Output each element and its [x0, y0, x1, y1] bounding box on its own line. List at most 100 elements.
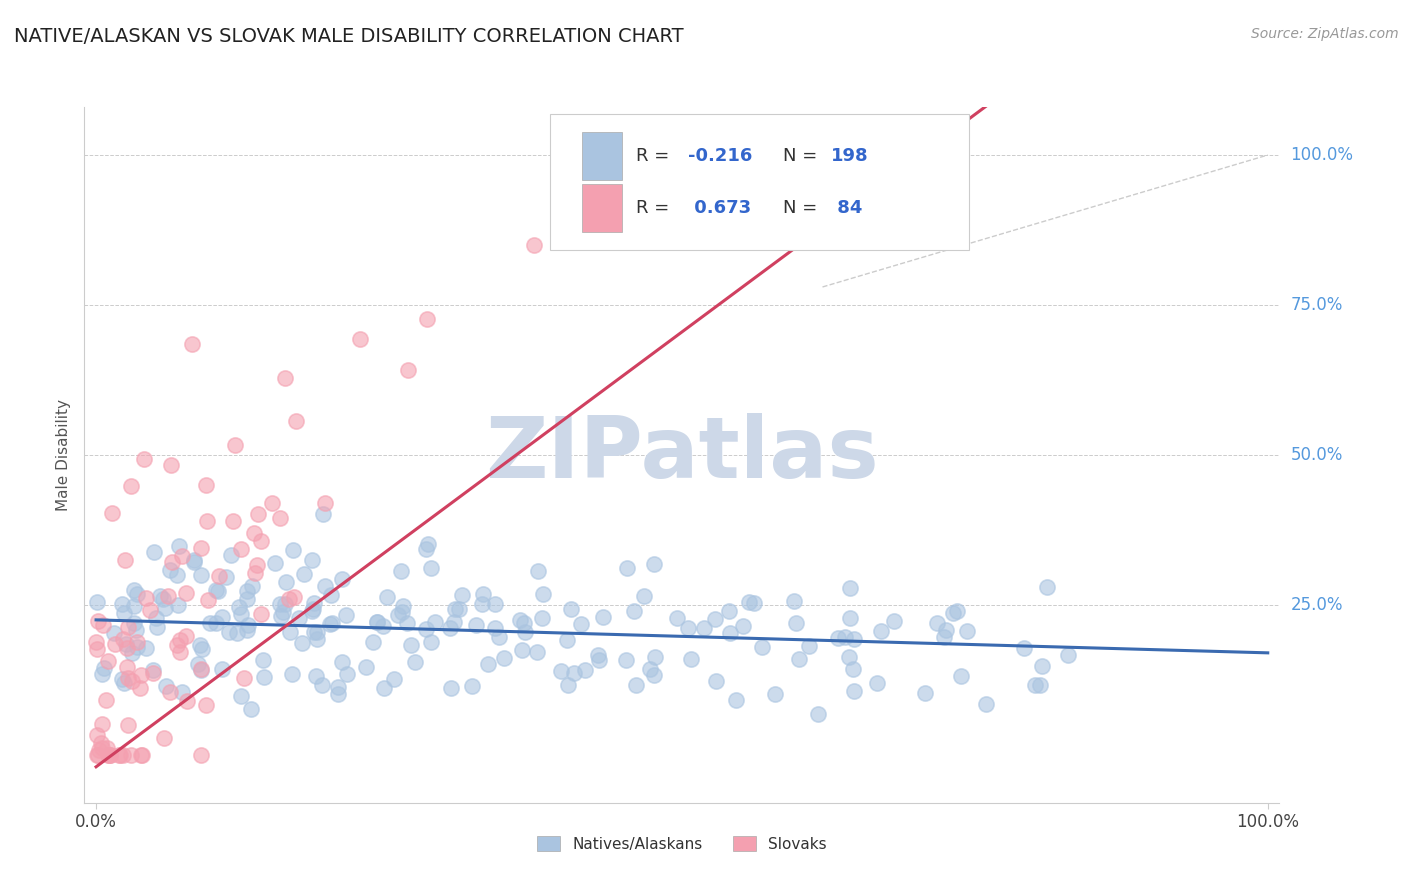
FancyBboxPatch shape — [551, 114, 969, 250]
Point — [834, 630, 856, 644]
Point — [250, 607, 273, 621]
Point — [215, 570, 238, 584]
Point — [127, 587, 149, 601]
Point — [738, 595, 761, 609]
Text: R =: R = — [637, 147, 675, 165]
Point — [314, 496, 336, 510]
Point — [211, 662, 233, 676]
Point — [387, 608, 409, 623]
Point — [510, 642, 533, 657]
Point — [269, 510, 291, 524]
Text: N =: N = — [783, 199, 824, 217]
Point — [330, 572, 353, 586]
Point — [250, 534, 273, 549]
Point — [945, 604, 967, 618]
Point — [588, 653, 610, 667]
Point — [125, 623, 148, 637]
Point — [644, 650, 666, 665]
Point — [292, 566, 315, 581]
Point — [190, 747, 212, 762]
Point — [361, 635, 384, 649]
Point — [527, 564, 550, 578]
Point — [253, 670, 276, 684]
Point — [751, 640, 773, 655]
Point — [287, 611, 309, 625]
Point — [419, 634, 441, 648]
Point — [91, 667, 114, 681]
Point — [87, 614, 110, 628]
Y-axis label: Male Disability: Male Disability — [56, 399, 72, 511]
Point — [526, 645, 548, 659]
Point — [477, 657, 499, 671]
Point — [274, 575, 297, 590]
Point — [392, 599, 415, 613]
Point — [765, 687, 787, 701]
Point — [204, 616, 226, 631]
Point — [449, 601, 471, 615]
Text: -0.216: -0.216 — [688, 147, 752, 165]
Point — [592, 610, 614, 624]
Point — [484, 597, 506, 611]
Point — [90, 741, 112, 756]
Point — [194, 698, 217, 712]
Point — [396, 616, 419, 631]
Point — [586, 648, 609, 663]
Point — [484, 621, 506, 635]
Point — [1031, 659, 1053, 673]
Point — [883, 614, 905, 628]
Point — [443, 602, 465, 616]
Point — [129, 747, 152, 762]
Point — [307, 632, 329, 647]
Point — [131, 747, 153, 762]
Point — [354, 660, 377, 674]
Point — [228, 599, 250, 614]
Text: 75.0%: 75.0% — [1291, 296, 1343, 314]
Point — [124, 582, 146, 597]
Point — [191, 642, 214, 657]
Point — [224, 438, 246, 452]
Point — [232, 672, 254, 686]
Point — [167, 599, 190, 613]
Point — [949, 668, 972, 682]
Point — [335, 607, 357, 622]
Point — [135, 591, 157, 606]
Point — [869, 624, 891, 639]
Point — [336, 666, 359, 681]
Point — [304, 624, 326, 639]
Point — [302, 596, 325, 610]
Point — [330, 655, 353, 669]
Point — [97, 654, 120, 668]
Point — [389, 564, 412, 578]
Point — [97, 747, 120, 762]
Point — [724, 693, 747, 707]
Point — [245, 566, 267, 580]
Text: N =: N = — [783, 147, 824, 165]
Point — [243, 525, 266, 540]
Point — [842, 662, 865, 676]
Point — [291, 636, 314, 650]
Point — [301, 604, 323, 618]
Legend: Natives/Alaskans, Slovaks: Natives/Alaskans, Slovaks — [531, 830, 832, 858]
Point — [281, 543, 304, 558]
Point — [418, 536, 440, 550]
Point — [167, 539, 190, 553]
Point — [190, 541, 212, 555]
Point — [121, 646, 143, 660]
Point — [914, 686, 936, 700]
Point — [183, 553, 205, 567]
Point — [550, 665, 572, 679]
Point — [90, 737, 112, 751]
Point — [283, 591, 305, 605]
Point — [935, 624, 957, 638]
Point — [117, 671, 139, 685]
Point — [326, 687, 349, 701]
Point — [149, 590, 172, 604]
Point — [799, 639, 821, 653]
Point — [86, 595, 108, 609]
Point — [523, 238, 546, 252]
Point — [190, 663, 212, 677]
Point — [942, 606, 965, 620]
Point — [785, 615, 807, 630]
Point — [934, 630, 956, 644]
Point — [574, 663, 596, 677]
